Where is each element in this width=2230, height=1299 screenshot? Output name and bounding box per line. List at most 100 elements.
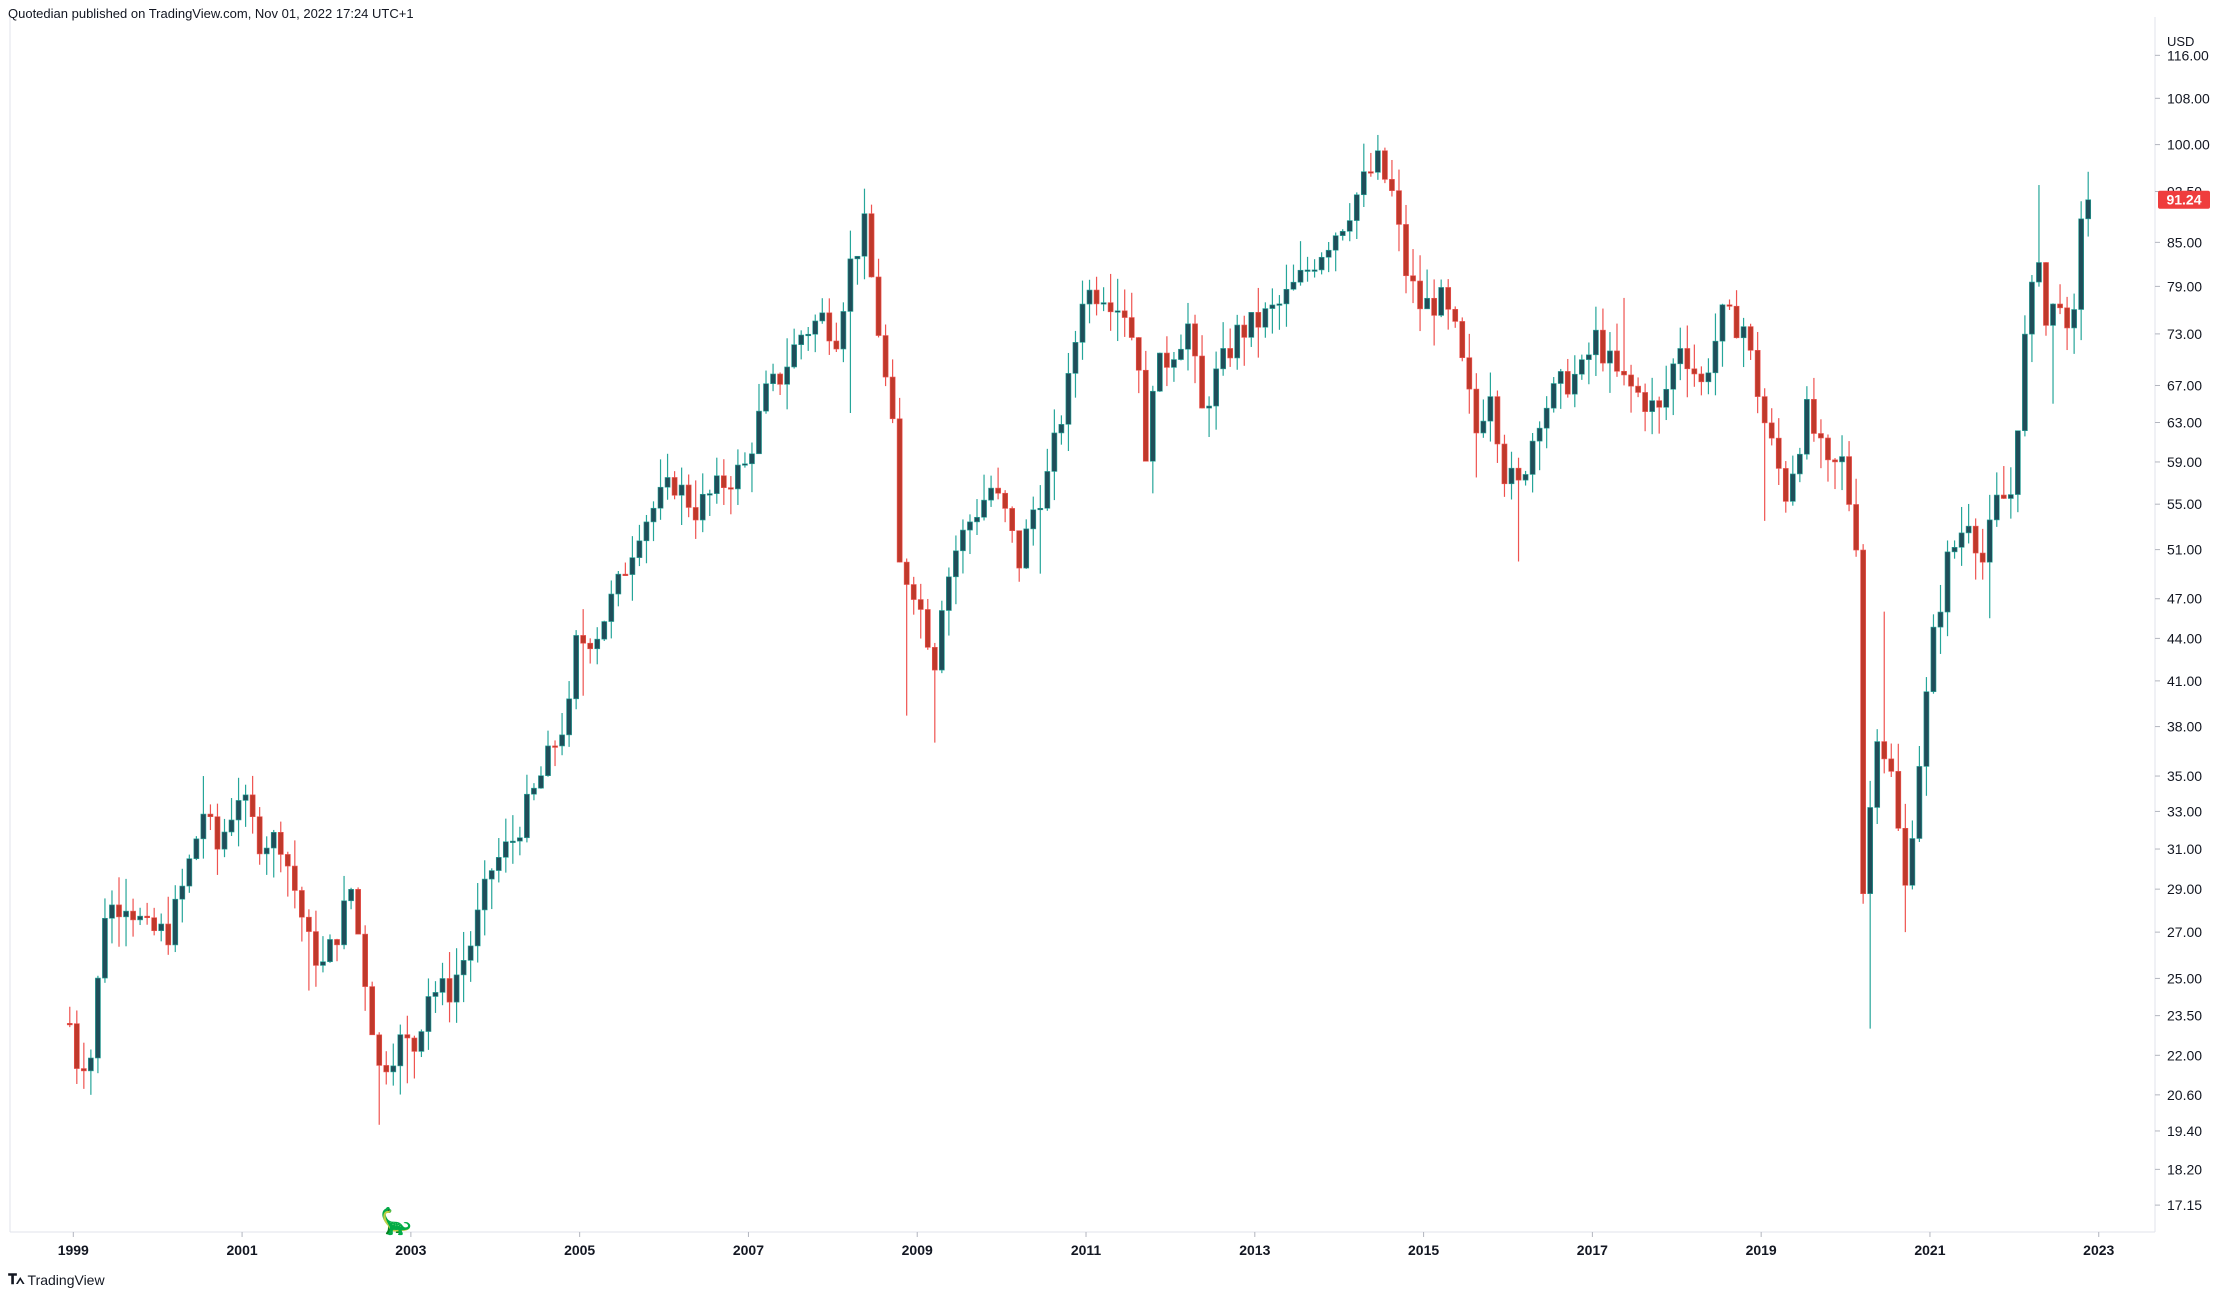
candle-body <box>1002 492 1008 509</box>
candle-body <box>1473 388 1480 434</box>
candle-body <box>1297 269 1304 283</box>
candle-body <box>263 847 270 855</box>
candle-body <box>1825 437 1831 461</box>
candle-body <box>418 1031 425 1052</box>
candle-body <box>840 311 847 350</box>
candle-body <box>756 410 762 455</box>
candle-body <box>608 593 615 622</box>
candle-body <box>854 255 861 260</box>
candle-body <box>917 599 924 610</box>
last-price-badge <box>2158 190 2210 209</box>
candle-body <box>383 1065 390 1073</box>
candle-body <box>284 854 291 867</box>
candle-body <box>1255 312 1262 328</box>
candle-body <box>2057 303 2063 309</box>
y-tick-label: 20.60 <box>2167 1087 2202 1103</box>
candle-body <box>974 516 980 523</box>
candle-body <box>277 832 284 855</box>
y-tick-label: 33.00 <box>2167 803 2202 819</box>
candle-body <box>1192 323 1198 357</box>
candle-body <box>1072 342 1079 374</box>
y-tick-label: 47.00 <box>2167 591 2202 607</box>
candle-body <box>875 276 882 336</box>
candle-body <box>137 915 143 921</box>
candle-body <box>1930 626 1937 692</box>
candle-body <box>2071 309 2077 329</box>
candle-body <box>742 463 748 466</box>
candle-body <box>1114 310 1121 313</box>
candle-body <box>102 917 108 979</box>
candle-body <box>1705 372 1712 383</box>
candle-body <box>946 576 952 611</box>
candle-body <box>1339 230 1346 236</box>
candle-body <box>833 340 840 350</box>
candle-body <box>1213 368 1219 407</box>
y-tick-label: 22.00 <box>2167 1047 2202 1063</box>
candle-body <box>924 609 931 648</box>
candle-body <box>397 1034 404 1067</box>
candle-body <box>1023 528 1030 569</box>
y-tick-label: 55.00 <box>2167 496 2202 512</box>
candle-body <box>713 475 720 494</box>
tradingview-logo-icon: 𝐓∧ <box>8 1271 25 1287</box>
candle-body <box>453 974 460 1003</box>
candle-body <box>376 1034 383 1066</box>
candle-body <box>1839 456 1845 463</box>
candle-body <box>355 889 361 935</box>
candle-body <box>1234 324 1241 359</box>
candle-body <box>1550 383 1557 409</box>
candle-body <box>1396 190 1402 225</box>
candle-body <box>636 540 643 558</box>
x-tick-label: 2009 <box>902 1242 933 1258</box>
candle-body <box>1944 551 1951 613</box>
candle-body <box>446 978 453 1003</box>
candle-body <box>1782 468 1789 502</box>
candle-body <box>1403 224 1409 277</box>
candle-body <box>1438 287 1445 316</box>
candle-body <box>1867 807 1874 894</box>
candle-body <box>1726 304 1733 307</box>
candle-body <box>566 698 572 736</box>
candle-body <box>109 904 115 919</box>
candle-body <box>728 487 734 490</box>
candle-body <box>812 320 819 335</box>
candle-body <box>1642 392 1648 412</box>
candle-body <box>88 1057 94 1072</box>
candle-body <box>327 939 333 963</box>
candle-body <box>510 840 516 843</box>
candle-body <box>1508 467 1515 485</box>
candle-body <box>1410 275 1416 282</box>
candle-body <box>1754 350 1761 397</box>
candle-body <box>1382 150 1388 180</box>
candle-body <box>1923 691 1930 767</box>
candle-body <box>1789 473 1796 502</box>
candle-body <box>657 486 664 509</box>
y-tick-label: 73.00 <box>2167 326 2202 342</box>
candle-body <box>2022 333 2028 432</box>
candle-body <box>1578 359 1585 375</box>
candle-body <box>1332 235 1339 251</box>
candle-body <box>123 910 129 918</box>
candle-body <box>1093 289 1100 305</box>
candle-body <box>1979 552 1986 563</box>
candle-body <box>531 787 537 795</box>
candle-body <box>242 794 249 801</box>
candle-body <box>2078 218 2084 310</box>
candle-body <box>1965 525 1972 534</box>
footer[interactable]: 𝐓∧ TradingView <box>8 1271 105 1288</box>
candle-body <box>2029 281 2035 335</box>
candle-body <box>1276 303 1283 306</box>
candle-body <box>784 366 790 385</box>
x-tick-label: 2003 <box>395 1242 426 1258</box>
y-tick-label: 44.00 <box>2167 630 2202 646</box>
candle-body <box>95 977 101 1059</box>
candle-body <box>1009 508 1016 531</box>
candle-body <box>1543 407 1550 429</box>
candle-body <box>1318 256 1325 271</box>
candle-body <box>559 734 565 747</box>
candle-body <box>1016 530 1023 569</box>
candle-body <box>481 878 488 911</box>
candle-body <box>306 916 312 932</box>
